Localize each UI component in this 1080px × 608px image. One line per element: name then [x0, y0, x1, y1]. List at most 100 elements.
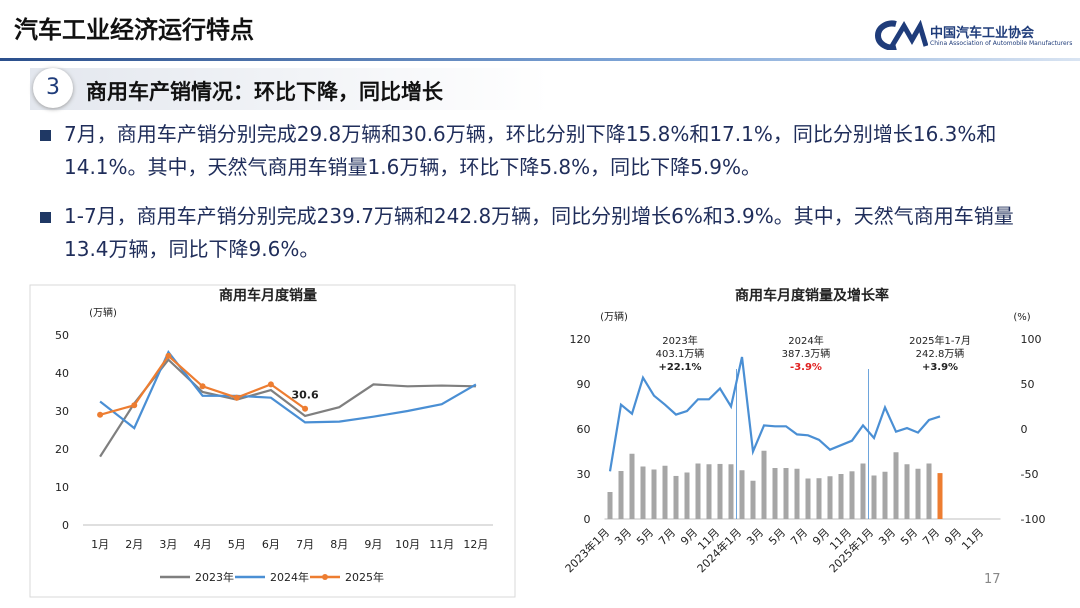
annotation: 403.1万辆: [656, 347, 705, 360]
y-axis-label: (万辆): [600, 310, 628, 323]
bar: [640, 466, 646, 519]
x-tick-label: 3月: [612, 526, 634, 548]
bar: [816, 478, 822, 519]
x-tick-label: 7月: [920, 526, 942, 548]
line: [608, 356, 941, 472]
bar: [695, 463, 701, 519]
x-tick-label: 5月: [634, 526, 656, 548]
x-tick-label: 12月: [463, 538, 488, 551]
x-tick-label: 3月: [744, 526, 766, 548]
bullet: 7月，商用车产销分别完成29.8万辆和30.6万辆，环比分别下降15.8%和17…: [40, 118, 1050, 184]
y-tick-label: 120: [570, 333, 591, 346]
bar: [926, 463, 932, 519]
point: [165, 352, 172, 359]
x-tick-label: 4月: [194, 538, 212, 551]
annotation: 242.8万辆: [916, 347, 965, 360]
bar: [937, 473, 943, 519]
bar: [739, 470, 745, 519]
x-tick-label: 11月: [959, 526, 986, 553]
y-axis-label: (万辆): [89, 306, 117, 319]
bar: [706, 464, 712, 519]
point: [131, 402, 138, 409]
legend-label: 2024年: [270, 570, 309, 584]
logo-english: China Association of Automobile Manufact…: [930, 40, 1073, 47]
y2-tick-label: 0: [1021, 423, 1028, 436]
x-tick-label: 11月: [429, 538, 454, 551]
header-rule: [0, 58, 1080, 61]
bar: [629, 453, 635, 519]
annotation: 2025年1-7月: [909, 334, 971, 347]
chart-frame: [29, 284, 516, 598]
annotation: 387.3万辆: [782, 347, 831, 360]
bar: [783, 468, 789, 519]
section-bar: [30, 68, 550, 110]
page-number: 17: [984, 572, 1001, 587]
x-tick-label: 5月: [898, 526, 920, 548]
y2-tick-label: 50: [1021, 378, 1035, 391]
point: [97, 411, 104, 418]
line: [99, 349, 477, 430]
x-tick-label: 9月: [364, 538, 382, 551]
y-tick-label: 50: [55, 329, 69, 342]
y-tick-label: 0: [584, 513, 591, 526]
bullet-text: 1-7月，商用车产销分别完成239.7万辆和242.8万辆，同比分别增长6%和3…: [64, 204, 1014, 261]
bar: [717, 463, 723, 519]
legend-marker: [322, 574, 328, 580]
bar: [838, 474, 844, 519]
x-tick-label: 3月: [876, 526, 898, 548]
annotation: 2023年: [662, 334, 697, 347]
point: [267, 381, 274, 388]
logo-name: 中国汽车工业协会: [930, 26, 1035, 41]
section-number: 3: [33, 68, 73, 108]
logo-mark: [875, 20, 928, 50]
bar: [871, 475, 877, 519]
bar: [750, 480, 756, 519]
y-tick-label: 40: [55, 367, 69, 380]
x-tick-label: 3月: [159, 538, 177, 551]
bar: [794, 468, 800, 519]
point: [233, 394, 240, 401]
header-title: 汽车工业经济运行特点: [14, 16, 254, 44]
chart-title: 商用车月度销量及增长率: [735, 287, 889, 304]
bar: [827, 476, 833, 519]
legend-label: 2025年: [345, 570, 384, 584]
bar: [904, 464, 910, 519]
y-tick-label: 20: [55, 443, 69, 456]
bar: [849, 471, 855, 519]
bar: [772, 468, 778, 519]
x-tick-label: 1月: [91, 538, 109, 551]
bar: [607, 492, 613, 519]
x-tick-label: 5月: [228, 538, 246, 551]
bullet: 1-7月，商用车产销分别完成239.7万辆和242.8万辆，同比分别增长6%和3…: [40, 200, 1050, 266]
bullet-marker: [40, 212, 51, 223]
annotation: -3.9%: [790, 362, 822, 373]
x-tick-label: 8月: [330, 538, 348, 551]
bar: [882, 471, 888, 519]
bar: [893, 452, 899, 519]
chart-title: 商用车月度销量: [219, 287, 317, 304]
bar: [618, 471, 624, 519]
y-tick-label: 60: [577, 423, 591, 436]
bar: [915, 468, 921, 519]
y2-tick-label: -100: [1021, 513, 1046, 526]
bar: [684, 472, 690, 519]
y-tick-label: 30: [577, 468, 591, 481]
data-label: 30.6: [292, 389, 319, 402]
x-tick-label: 2月: [125, 538, 143, 551]
bullet-marker: [40, 130, 51, 141]
y-tick-label: 0: [62, 519, 69, 532]
y-tick-label: 90: [577, 378, 591, 391]
y2-tick-label: -50: [1021, 468, 1039, 481]
x-tick-label: 2023年1月: [562, 525, 612, 575]
y2-axis-label: (%): [1013, 312, 1030, 323]
bar: [761, 450, 767, 519]
y-tick-label: 30: [55, 405, 69, 418]
bar: [728, 464, 734, 519]
annotation: +22.1%: [658, 362, 701, 373]
bar: [860, 463, 866, 519]
x-tick-label: 5月: [766, 526, 788, 548]
legend-label: 2023年: [195, 570, 234, 584]
bar: [651, 469, 657, 519]
y2-tick-label: 100: [1021, 333, 1042, 346]
